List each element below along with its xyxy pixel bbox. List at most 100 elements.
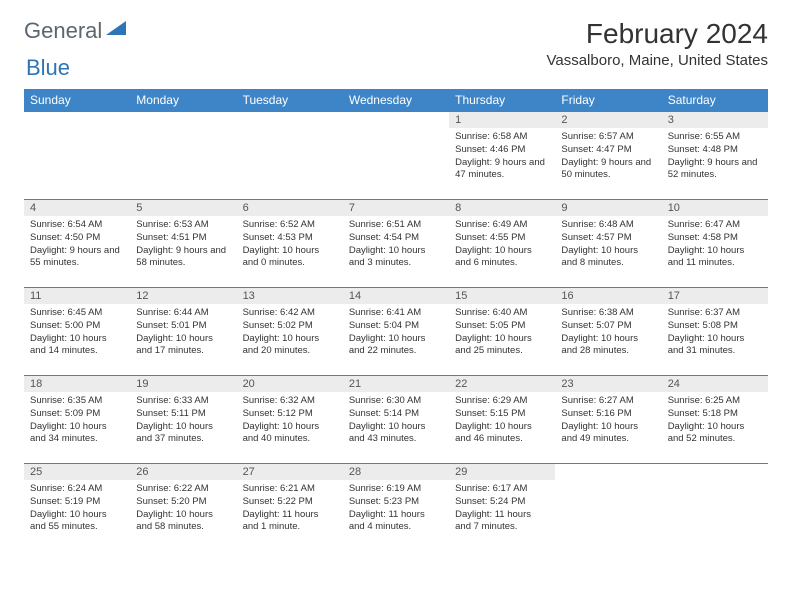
calendar-week: 11Sunrise: 6:45 AMSunset: 5:00 PMDayligh…: [24, 288, 768, 376]
day-details: Sunrise: 6:52 AMSunset: 4:53 PMDaylight:…: [237, 216, 343, 274]
calendar-day: 24Sunrise: 6:25 AMSunset: 5:18 PMDayligh…: [662, 376, 768, 464]
calendar-day: 8Sunrise: 6:49 AMSunset: 4:55 PMDaylight…: [449, 200, 555, 288]
calendar-day: 21Sunrise: 6:30 AMSunset: 5:14 PMDayligh…: [343, 376, 449, 464]
day-number: 13: [237, 288, 343, 304]
location: Vassalboro, Maine, United States: [546, 52, 768, 69]
calendar-body: 1Sunrise: 6:58 AMSunset: 4:46 PMDaylight…: [24, 112, 768, 552]
day-number: 1: [449, 112, 555, 128]
calendar-day: 29Sunrise: 6:17 AMSunset: 5:24 PMDayligh…: [449, 464, 555, 552]
calendar-day: 16Sunrise: 6:38 AMSunset: 5:07 PMDayligh…: [555, 288, 661, 376]
day-number: 6: [237, 200, 343, 216]
day-number: 21: [343, 376, 449, 392]
day-details: Sunrise: 6:32 AMSunset: 5:12 PMDaylight:…: [237, 392, 343, 450]
day-details: Sunrise: 6:17 AMSunset: 5:24 PMDaylight:…: [449, 480, 555, 538]
calendar-week: 4Sunrise: 6:54 AMSunset: 4:50 PMDaylight…: [24, 200, 768, 288]
calendar-day-empty: [555, 464, 661, 552]
calendar-week: 25Sunrise: 6:24 AMSunset: 5:19 PMDayligh…: [24, 464, 768, 552]
day-number: 9: [555, 200, 661, 216]
calendar-day-empty: [343, 112, 449, 200]
day-details: Sunrise: 6:53 AMSunset: 4:51 PMDaylight:…: [130, 216, 236, 274]
day-details: Sunrise: 6:19 AMSunset: 5:23 PMDaylight:…: [343, 480, 449, 538]
day-number: 10: [662, 200, 768, 216]
day-details: Sunrise: 6:54 AMSunset: 4:50 PMDaylight:…: [24, 216, 130, 274]
calendar-day-empty: [662, 464, 768, 552]
calendar-day: 15Sunrise: 6:40 AMSunset: 5:05 PMDayligh…: [449, 288, 555, 376]
day-number: 19: [130, 376, 236, 392]
day-details: Sunrise: 6:57 AMSunset: 4:47 PMDaylight:…: [555, 128, 661, 186]
day-details: Sunrise: 6:29 AMSunset: 5:15 PMDaylight:…: [449, 392, 555, 450]
calendar-week: 18Sunrise: 6:35 AMSunset: 5:09 PMDayligh…: [24, 376, 768, 464]
calendar-day: 7Sunrise: 6:51 AMSunset: 4:54 PMDaylight…: [343, 200, 449, 288]
calendar-day: 1Sunrise: 6:58 AMSunset: 4:46 PMDaylight…: [449, 112, 555, 200]
calendar-day: 3Sunrise: 6:55 AMSunset: 4:48 PMDaylight…: [662, 112, 768, 200]
calendar-day: 5Sunrise: 6:53 AMSunset: 4:51 PMDaylight…: [130, 200, 236, 288]
day-number: 14: [343, 288, 449, 304]
logo-text-2: Blue: [26, 55, 70, 80]
calendar-table: SundayMondayTuesdayWednesdayThursdayFrid…: [24, 89, 768, 552]
day-details: Sunrise: 6:21 AMSunset: 5:22 PMDaylight:…: [237, 480, 343, 538]
calendar-day: 17Sunrise: 6:37 AMSunset: 5:08 PMDayligh…: [662, 288, 768, 376]
logo: General: [24, 18, 128, 44]
calendar-day: 13Sunrise: 6:42 AMSunset: 5:02 PMDayligh…: [237, 288, 343, 376]
day-details: Sunrise: 6:41 AMSunset: 5:04 PMDaylight:…: [343, 304, 449, 362]
day-number: 3: [662, 112, 768, 128]
day-number: 24: [662, 376, 768, 392]
calendar-day: 2Sunrise: 6:57 AMSunset: 4:47 PMDaylight…: [555, 112, 661, 200]
weekday-header: Monday: [130, 89, 236, 112]
day-details: Sunrise: 6:51 AMSunset: 4:54 PMDaylight:…: [343, 216, 449, 274]
logo-text-1: General: [24, 18, 102, 44]
calendar-day: 27Sunrise: 6:21 AMSunset: 5:22 PMDayligh…: [237, 464, 343, 552]
day-details: Sunrise: 6:45 AMSunset: 5:00 PMDaylight:…: [24, 304, 130, 362]
day-number: 20: [237, 376, 343, 392]
calendar-day: 10Sunrise: 6:47 AMSunset: 4:58 PMDayligh…: [662, 200, 768, 288]
day-details: Sunrise: 6:35 AMSunset: 5:09 PMDaylight:…: [24, 392, 130, 450]
calendar-day: 12Sunrise: 6:44 AMSunset: 5:01 PMDayligh…: [130, 288, 236, 376]
calendar-day-empty: [24, 112, 130, 200]
calendar-day: 23Sunrise: 6:27 AMSunset: 5:16 PMDayligh…: [555, 376, 661, 464]
calendar-day: 11Sunrise: 6:45 AMSunset: 5:00 PMDayligh…: [24, 288, 130, 376]
calendar-day: 18Sunrise: 6:35 AMSunset: 5:09 PMDayligh…: [24, 376, 130, 464]
logo-triangle-icon: [106, 21, 126, 42]
day-details: Sunrise: 6:44 AMSunset: 5:01 PMDaylight:…: [130, 304, 236, 362]
weekday-header: Wednesday: [343, 89, 449, 112]
day-details: Sunrise: 6:55 AMSunset: 4:48 PMDaylight:…: [662, 128, 768, 186]
day-number: 5: [130, 200, 236, 216]
day-number: 16: [555, 288, 661, 304]
day-number: 12: [130, 288, 236, 304]
day-details: Sunrise: 6:24 AMSunset: 5:19 PMDaylight:…: [24, 480, 130, 538]
day-details: Sunrise: 6:22 AMSunset: 5:20 PMDaylight:…: [130, 480, 236, 538]
calendar-day: 28Sunrise: 6:19 AMSunset: 5:23 PMDayligh…: [343, 464, 449, 552]
day-details: Sunrise: 6:42 AMSunset: 5:02 PMDaylight:…: [237, 304, 343, 362]
day-number: 22: [449, 376, 555, 392]
day-details: Sunrise: 6:49 AMSunset: 4:55 PMDaylight:…: [449, 216, 555, 274]
day-number: 25: [24, 464, 130, 480]
day-details: Sunrise: 6:33 AMSunset: 5:11 PMDaylight:…: [130, 392, 236, 450]
day-number: 15: [449, 288, 555, 304]
day-details: Sunrise: 6:37 AMSunset: 5:08 PMDaylight:…: [662, 304, 768, 362]
day-number: 8: [449, 200, 555, 216]
weekday-header: Friday: [555, 89, 661, 112]
calendar-day-empty: [130, 112, 236, 200]
day-details: Sunrise: 6:47 AMSunset: 4:58 PMDaylight:…: [662, 216, 768, 274]
day-number: 11: [24, 288, 130, 304]
day-number: 17: [662, 288, 768, 304]
title-block: February 2024 Vassalboro, Maine, United …: [546, 18, 768, 69]
calendar-day-empty: [237, 112, 343, 200]
calendar-header: SundayMondayTuesdayWednesdayThursdayFrid…: [24, 89, 768, 112]
day-number: 28: [343, 464, 449, 480]
calendar-day: 26Sunrise: 6:22 AMSunset: 5:20 PMDayligh…: [130, 464, 236, 552]
weekday-header: Saturday: [662, 89, 768, 112]
day-details: Sunrise: 6:25 AMSunset: 5:18 PMDaylight:…: [662, 392, 768, 450]
calendar-day: 9Sunrise: 6:48 AMSunset: 4:57 PMDaylight…: [555, 200, 661, 288]
day-details: Sunrise: 6:30 AMSunset: 5:14 PMDaylight:…: [343, 392, 449, 450]
calendar-day: 19Sunrise: 6:33 AMSunset: 5:11 PMDayligh…: [130, 376, 236, 464]
day-number: 23: [555, 376, 661, 392]
calendar-day: 22Sunrise: 6:29 AMSunset: 5:15 PMDayligh…: [449, 376, 555, 464]
day-number: 26: [130, 464, 236, 480]
day-number: 27: [237, 464, 343, 480]
day-details: Sunrise: 6:38 AMSunset: 5:07 PMDaylight:…: [555, 304, 661, 362]
day-number: 2: [555, 112, 661, 128]
weekday-header: Tuesday: [237, 89, 343, 112]
day-number: 7: [343, 200, 449, 216]
day-number: 4: [24, 200, 130, 216]
